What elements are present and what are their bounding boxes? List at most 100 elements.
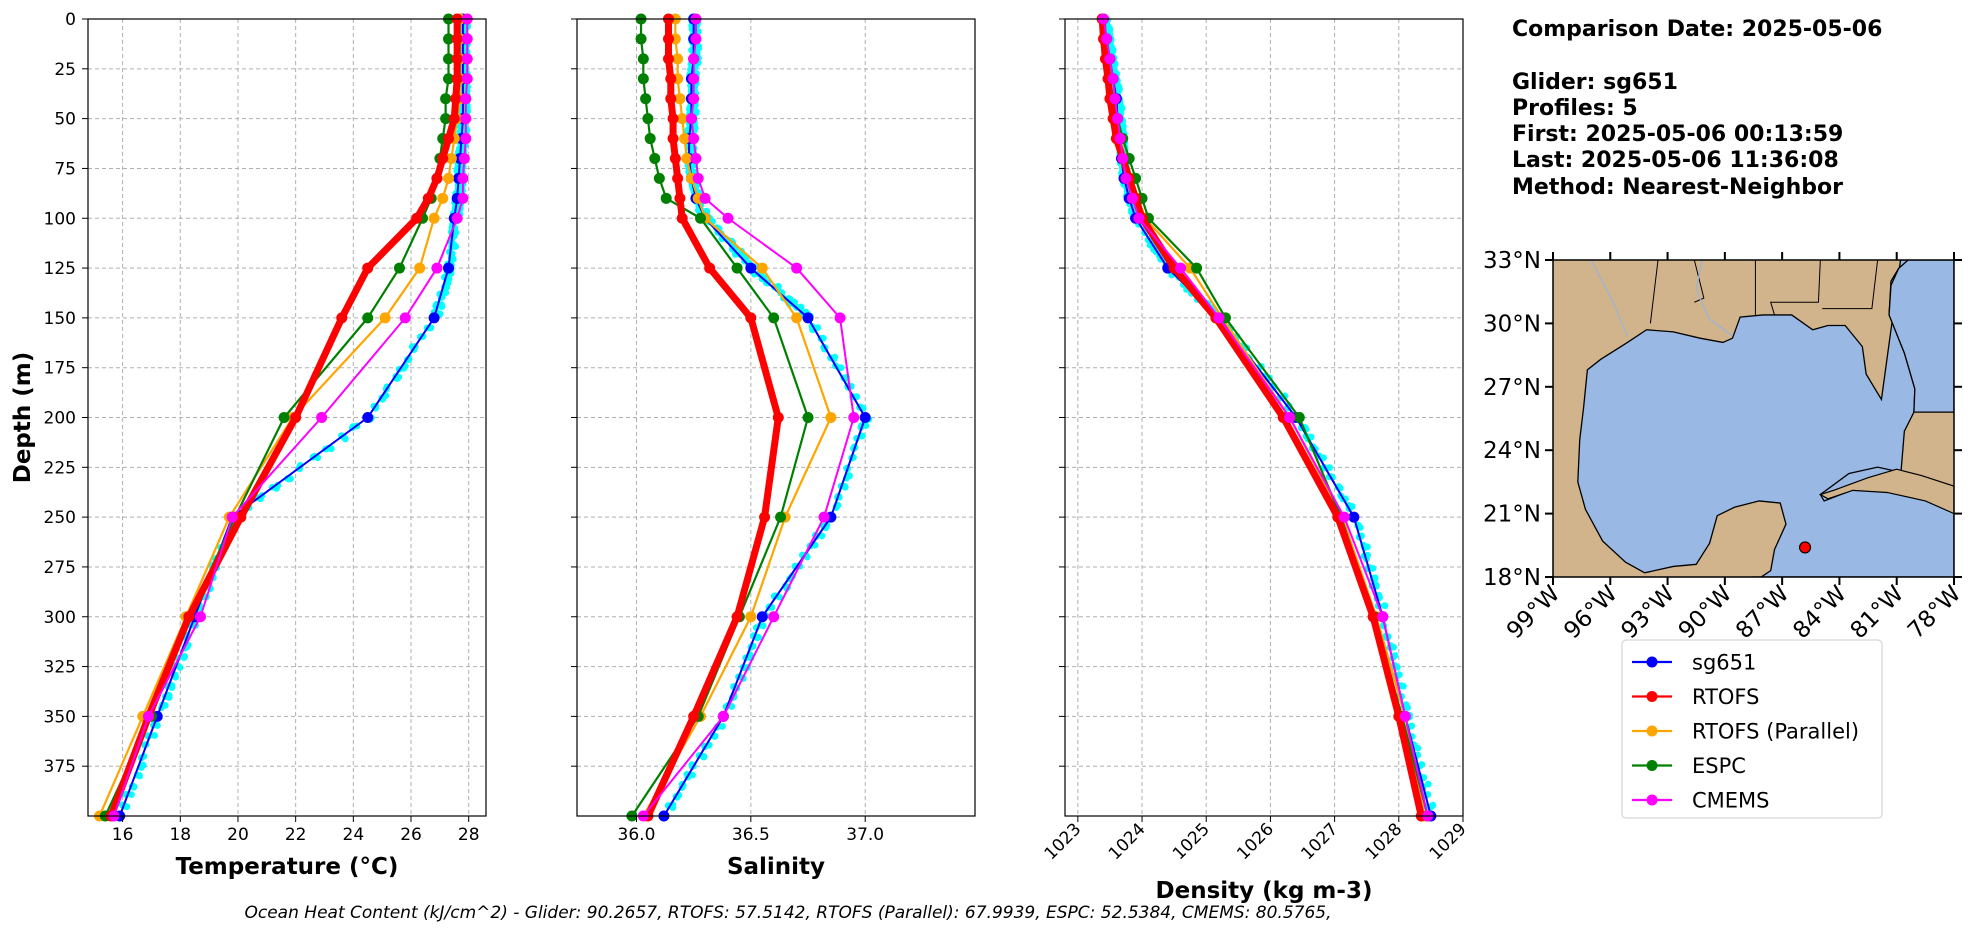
lat-label: 24°N [1483, 438, 1541, 464]
data-point [791, 312, 803, 324]
data-point [1104, 53, 1116, 65]
glider-raw-point [1348, 503, 1356, 510]
glider-raw-point [127, 791, 135, 798]
data-point [642, 113, 654, 125]
data-point [443, 73, 455, 85]
panel-1: 16 18 20 22 24 26 28 0 25 50 75 100 125 150 175 200 225 2… [10, 10, 487, 880]
state-border [1649, 260, 1659, 324]
data-point [461, 33, 473, 45]
data-point [674, 192, 686, 204]
data-point [431, 262, 443, 274]
data-point [699, 192, 711, 204]
y-tick-label: 375 [44, 757, 76, 777]
glider-raw-point [689, 771, 696, 779]
y-tick-label: 275 [44, 558, 76, 578]
river [1590, 260, 1629, 337]
x-tick-label: 18 [169, 825, 191, 845]
glider-raw-point [1414, 744, 1422, 752]
data-point [451, 33, 463, 45]
glider-raw-point [176, 664, 184, 671]
glider-raw-point [1395, 671, 1403, 679]
glider-raw-point [1381, 602, 1389, 610]
river [1695, 260, 1733, 337]
x-tick-label: 1025 [1169, 819, 1214, 864]
y-tick-label: 125 [44, 259, 76, 279]
data-point [859, 412, 871, 423]
data-point [422, 192, 434, 204]
glider-raw-point [846, 472, 853, 480]
data-point [445, 152, 457, 164]
data-point [669, 152, 681, 164]
glider-raw-point [153, 722, 161, 729]
lon-label: 78°W [1903, 581, 1966, 644]
lat-label: 18°N [1483, 565, 1541, 591]
data-point [443, 53, 455, 65]
data-point [640, 93, 652, 105]
data-point [1133, 212, 1145, 224]
glider-raw-point [718, 235, 726, 243]
legend-entry: RTOFS (Parallel) [1632, 720, 1859, 744]
y-tick-label: 100 [44, 209, 76, 229]
data-point [428, 312, 440, 324]
data-point [834, 312, 846, 324]
data-point [825, 412, 837, 423]
data-point [379, 312, 391, 324]
data-point [676, 212, 688, 224]
y-tick-label: 200 [44, 409, 76, 429]
data-point [775, 511, 787, 523]
data-point [336, 312, 348, 324]
series-rtofs-parallel- [637, 13, 837, 822]
series-cmems [108, 13, 473, 822]
x-tick-label: 1027 [1297, 819, 1342, 864]
data-point [1101, 33, 1113, 45]
location-map: 18°N21°N24°N27°N30°N33°N99°W96°W93°W90°W… [1483, 248, 1966, 644]
data-point [802, 312, 814, 324]
data-point [731, 611, 743, 623]
glider-raw-point [1364, 543, 1371, 551]
data-point [362, 412, 374, 423]
data-point [665, 73, 677, 85]
data-point [457, 172, 469, 184]
data-point [791, 262, 803, 274]
glider-raw-point [759, 622, 767, 630]
map-frame [1552, 259, 1955, 578]
data-point [745, 611, 757, 623]
x-tick-label: 1026 [1233, 819, 1278, 864]
glider-raw-point [831, 353, 839, 361]
y-tick-label: 225 [44, 458, 76, 478]
x-tick-label: 22 [285, 825, 307, 845]
legend-entry: RTOFS [1632, 685, 1759, 709]
data-point [443, 262, 455, 274]
series-rtofs [642, 13, 784, 822]
data-point [662, 33, 674, 45]
data-point [681, 152, 693, 164]
data-point [1120, 172, 1132, 184]
data-point [362, 262, 374, 274]
x-tick-label: 1028 [1362, 819, 1407, 864]
data-point [443, 133, 455, 145]
legend-entry: CMEMS [1632, 789, 1770, 813]
data-point [688, 53, 700, 65]
glider-raw-cloud [1098, 14, 1437, 811]
glider-raw-point [180, 654, 188, 662]
glider-raw-point [1326, 464, 1334, 472]
state-border [1822, 260, 1879, 310]
comparison-date: Comparison Date: 2025-05-06 [1512, 17, 1882, 42]
data-point [688, 710, 700, 722]
glider-raw-point [135, 772, 143, 779]
data-point [1112, 113, 1124, 125]
y-tick-label: 75 [54, 159, 76, 179]
legend-box [1621, 639, 1883, 819]
x-tick-label: 1023 [1041, 819, 1086, 864]
legend-label: ESPC [1692, 754, 1746, 778]
legend-marker [1646, 691, 1658, 702]
x-tick-label: 24 [343, 825, 365, 845]
y-tick-label: 250 [44, 508, 76, 528]
glider-raw-point [1404, 704, 1412, 711]
data-point [1213, 312, 1225, 324]
data-point [1191, 262, 1203, 274]
y-tick-label: 325 [44, 658, 76, 678]
first-time: First: 2025-05-06 00:13:59 [1512, 122, 1843, 147]
data-point [316, 412, 328, 423]
